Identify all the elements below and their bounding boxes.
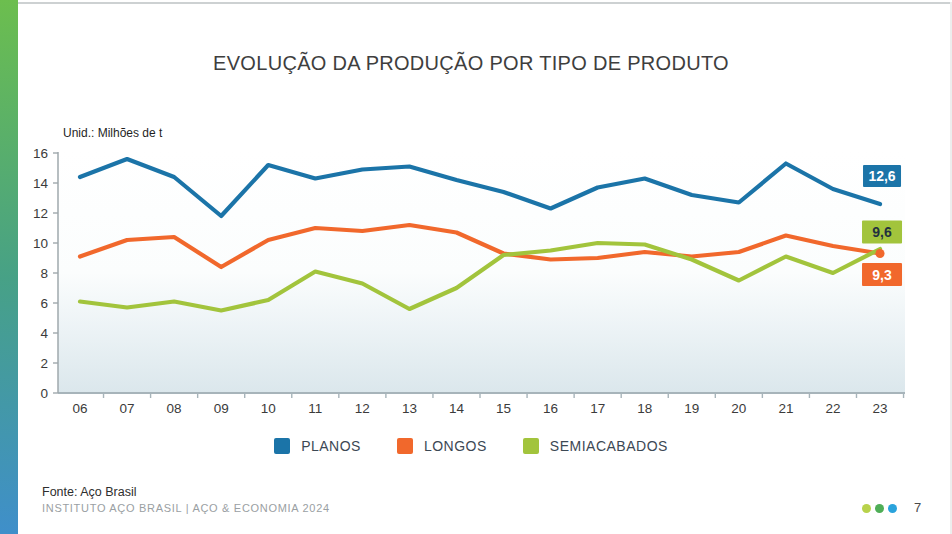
slide: EVOLUÇÃO DA PRODUÇÃO POR TIPO DE PRODUTO… <box>0 0 952 534</box>
x-tick-label: 21 <box>778 401 793 416</box>
y-tick-label: 10 <box>33 236 48 251</box>
x-tick-label: 23 <box>873 401 888 416</box>
x-tick-label: 06 <box>72 401 87 416</box>
x-tick-label: 14 <box>449 401 465 416</box>
end-label-semiacabados: 9,6 <box>872 224 892 240</box>
x-tick-label: 13 <box>402 401 417 416</box>
x-tick-label: 18 <box>637 401 652 416</box>
legend-label: SEMIACABADOS <box>550 438 668 454</box>
y-tick-label: 16 <box>33 146 48 161</box>
x-tick-label: 17 <box>590 401 605 416</box>
x-tick-label: 08 <box>167 401 182 416</box>
y-tick-label: 14 <box>33 176 49 191</box>
legend-swatch-longos <box>397 438 413 454</box>
legend-label: LONGOS <box>424 438 487 454</box>
x-tick-label: 11 <box>308 401 322 416</box>
x-tick-label: 09 <box>214 401 229 416</box>
footer-dot-0 <box>862 504 871 513</box>
x-tick-label: 10 <box>261 401 276 416</box>
end-label-longos: 9,3 <box>872 267 892 283</box>
legend-item-planos: PLANOS <box>274 438 361 454</box>
legend-swatch-semiacabados <box>523 438 539 454</box>
y-tick-label: 2 <box>40 356 48 371</box>
source-label: Fonte: Aço Brasil <box>42 485 137 499</box>
legend-swatch-planos <box>274 438 290 454</box>
footer-dot-1 <box>875 504 884 513</box>
y-tick-label: 0 <box>40 386 48 401</box>
x-tick-label: 16 <box>543 401 558 416</box>
x-tick-label: 22 <box>825 401 840 416</box>
y-tick-label: 8 <box>40 266 48 281</box>
y-tick-label: 6 <box>40 296 48 311</box>
x-tick-label: 15 <box>496 401 511 416</box>
y-tick-label: 4 <box>40 326 48 341</box>
x-tick-label: 19 <box>684 401 699 416</box>
page-number: 7 <box>914 500 921 515</box>
chart-legend: PLANOS LONGOS SEMIACABADOS <box>0 438 942 454</box>
footer-dot-2 <box>888 504 897 513</box>
legend-label: PLANOS <box>301 438 361 454</box>
legend-item-semiacabados: SEMIACABADOS <box>523 438 668 454</box>
x-tick-label: 20 <box>731 401 746 416</box>
end-label-planos: 12,6 <box>868 168 895 184</box>
x-tick-label: 12 <box>355 401 370 416</box>
institute-label: INSTITUTO AÇO BRASIL | AÇO & ECONOMIA 20… <box>42 502 330 514</box>
end-marker-longos <box>876 249 885 258</box>
x-tick-label: 07 <box>120 401 135 416</box>
y-tick-label: 12 <box>33 206 48 221</box>
legend-item-longos: LONGOS <box>397 438 487 454</box>
footer-dots <box>862 504 897 513</box>
